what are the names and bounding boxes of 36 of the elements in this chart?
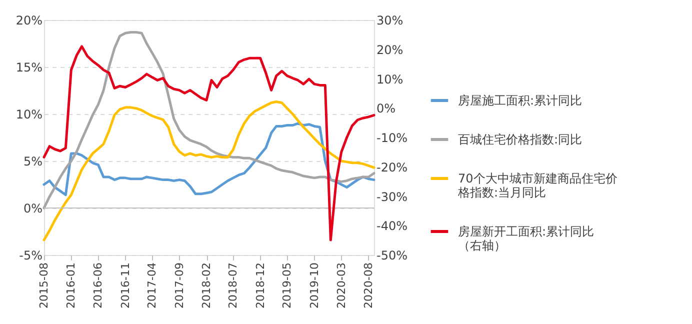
- y-tick-label: -5%: [19, 248, 42, 262]
- y-tick-label: 0%: [23, 202, 42, 216]
- y2-tick-label: 30%: [376, 14, 404, 28]
- y2-tick-label: 0%: [376, 102, 396, 116]
- legend-label: 房屋施工面积:累计同比: [458, 94, 582, 108]
- legend-label: 70个大中城市新建商品住宅价格指数:当月同比: [457, 172, 618, 200]
- y2-tick-label: 10%: [376, 72, 404, 86]
- x-tick-label: 2017-09: [172, 262, 186, 308]
- x-tick-label: 2018-02: [200, 262, 214, 308]
- x-tick-label: 2019-10: [308, 262, 321, 308]
- y2-tick-label: -10%: [376, 131, 408, 145]
- line-series: [42, 30, 376, 210]
- x-tick-label: 2016-01: [64, 262, 78, 308]
- legend-label: 房屋新开工面积:累计同比（右轴）: [458, 224, 594, 252]
- x-tick-label: 2020-03: [334, 262, 348, 308]
- y2-tick-label: -40%: [376, 219, 408, 234]
- x-tick-label: 2016-11: [118, 262, 132, 308]
- line-series: [42, 100, 376, 242]
- x-tick-label: 2018-12: [254, 262, 267, 308]
- line-series: [42, 45, 376, 242]
- y-tick-label: 15%: [16, 60, 42, 74]
- x-tick-label: 2020-08: [362, 262, 375, 308]
- y-tick-label: 20%: [16, 14, 42, 28]
- y2-tick-label: -50%: [376, 248, 408, 262]
- y2-tick-label: 20%: [376, 42, 404, 57]
- x-tick-label: 2015-08: [38, 262, 50, 308]
- x-tick-label: 2019-05: [280, 262, 294, 308]
- line-series: [42, 122, 376, 196]
- x-tick-label: 2018-07: [226, 262, 240, 308]
- y2-tick-label: -30%: [376, 190, 408, 204]
- x-tick-label: 2016-06: [92, 262, 105, 308]
- y-tick-label: 5%: [23, 154, 42, 168]
- y2-tick-label: -20%: [376, 160, 408, 174]
- legend-label: 百城住宅价格指数:同比: [458, 132, 582, 146]
- y-tick-label: 10%: [16, 108, 42, 122]
- x-tick-label: 2017-04: [146, 262, 159, 308]
